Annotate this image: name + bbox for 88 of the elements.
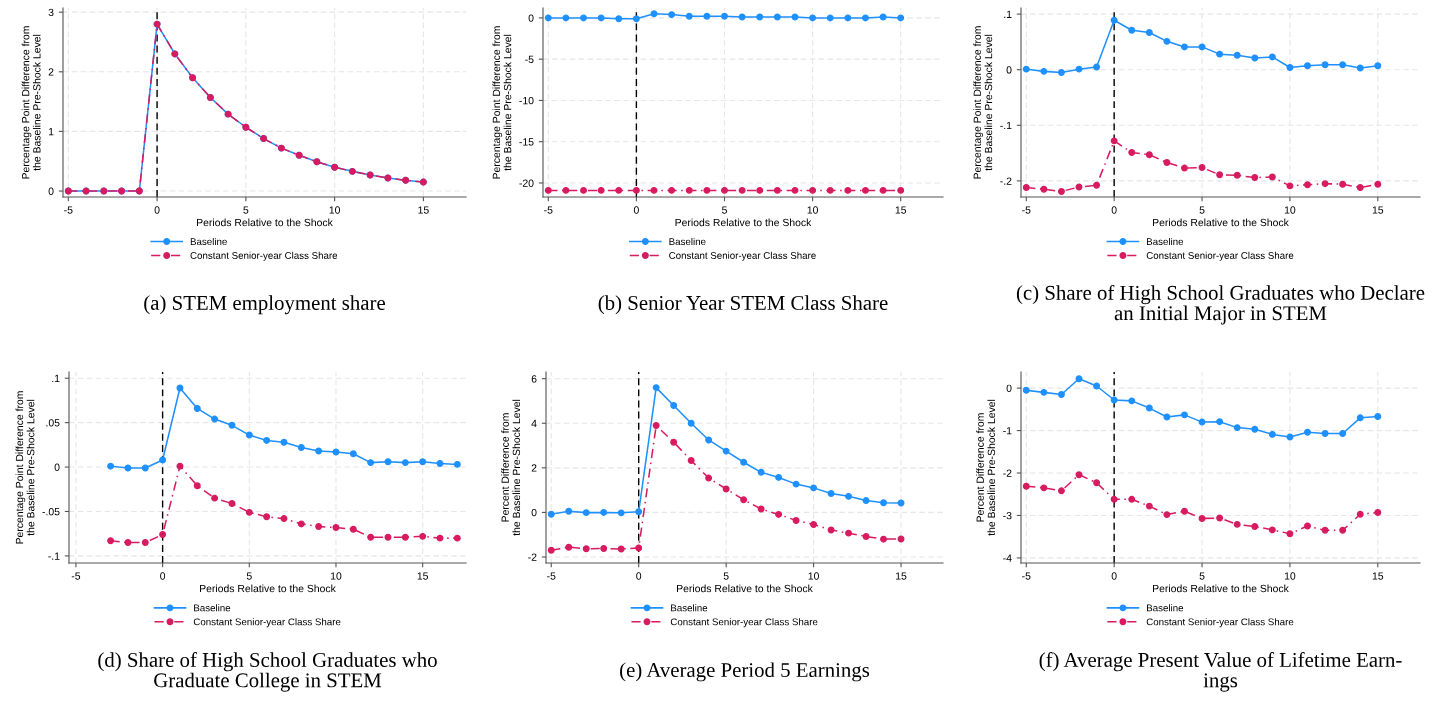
x-tick-label: 15 bbox=[417, 572, 429, 580]
text: (a) STEM employment share bbox=[144, 295, 385, 315]
y-tick-label: -2 bbox=[1003, 469, 1012, 477]
y-tick-label: 1 bbox=[48, 128, 54, 136]
text: (e) Average Period 5 Earnings bbox=[620, 662, 870, 682]
x-tick-label: -5 bbox=[1022, 572, 1031, 580]
x-tick-label: 5 bbox=[243, 206, 249, 214]
x-tick-label: -5 bbox=[547, 572, 556, 580]
y-tick-label: 3 bbox=[48, 8, 54, 17]
x-tick-label: 5 bbox=[722, 206, 727, 214]
y-tick-label: .1 bbox=[52, 374, 60, 382]
y-tick-label: 0 bbox=[528, 14, 534, 22]
x-tick-label: 0 bbox=[633, 206, 639, 214]
y-tick-label: -5 bbox=[525, 55, 534, 64]
x-tick-label: 10 bbox=[808, 572, 819, 580]
legend-label: Baseline bbox=[1147, 237, 1184, 246]
y-tick-label: 0 bbox=[531, 508, 537, 517]
y-tick-label: -3 bbox=[1003, 511, 1012, 520]
y-axis-title: Percent Difference from the Baseline Pre-Shock Level bbox=[976, 399, 996, 536]
text: (c) Share of High School Graduates who Declare an Initial Major in STEM bbox=[1016, 284, 1425, 325]
x-tick-label: 0 bbox=[154, 206, 160, 214]
x-axis-title: Periods Relative to the Shock bbox=[1153, 584, 1289, 593]
x-axis-title: Periods Relative to the Shock bbox=[200, 584, 336, 593]
x-tick-label: 5 bbox=[1199, 206, 1205, 214]
y-axis-title: Percentage Point Difference from the Baseline Pre-Shock Level bbox=[15, 391, 35, 544]
text: (b) Senior Year STEM Class Share bbox=[598, 295, 888, 315]
legend-label: Constant Senior-year Class Share bbox=[190, 251, 338, 261]
y-axis-title: Percent Difference from the Baseline Pre-Shock Level bbox=[501, 399, 521, 536]
x-tick-label: -5 bbox=[71, 572, 81, 580]
x-tick-label: 10 bbox=[1284, 572, 1296, 580]
y-tick-label: -2 bbox=[528, 553, 537, 561]
x-tick-label: 10 bbox=[1284, 206, 1296, 214]
legend-label: Baseline bbox=[1147, 604, 1184, 612]
legend-label: Baseline bbox=[669, 237, 706, 246]
x-tick-label: -5 bbox=[64, 206, 73, 214]
legend-label: Constant Senior-year Class Share bbox=[1146, 618, 1294, 628]
y-tick-label: 6 bbox=[531, 375, 537, 383]
x-tick-label: 5 bbox=[246, 572, 252, 580]
x-tick-label: 10 bbox=[330, 572, 342, 580]
legend-label: Constant Senior-year Class Share bbox=[669, 251, 816, 261]
y-tick-label: 0 bbox=[54, 463, 60, 471]
y-tick-label: -1 bbox=[1003, 427, 1012, 435]
y-tick-label: -.2 bbox=[1000, 177, 1012, 185]
x-axis-title: Periods Relative to the Shock bbox=[197, 218, 333, 227]
legend-label: Constant Senior-year Class Share bbox=[670, 618, 818, 628]
y-tick-label: -10 bbox=[519, 96, 534, 105]
y-axis-title: Percentage Point Difference from the Baseline Pre-Shock Level bbox=[492, 26, 512, 179]
x-tick-label: 10 bbox=[329, 206, 341, 214]
x-tick-label: -5 bbox=[1022, 206, 1031, 214]
y-tick-label: -.1 bbox=[1000, 121, 1012, 130]
y-tick-label: -.05 bbox=[42, 507, 60, 516]
x-axis-title: Periods Relative to the Shock bbox=[1153, 218, 1289, 227]
y-tick-label: 0 bbox=[48, 187, 54, 195]
x-tick-label: 15 bbox=[418, 206, 429, 214]
x-tick-label: 5 bbox=[723, 572, 729, 580]
y-axis-title: Percentage Point Difference from the Baseline Pre-Shock Level bbox=[973, 26, 993, 179]
y-tick-label: 2 bbox=[48, 68, 54, 76]
x-tick-label: 10 bbox=[807, 206, 818, 214]
x-tick-label: 0 bbox=[636, 572, 642, 580]
y-axis-title: Percentage Point Difference from the Baseline Pre-Shock Level bbox=[21, 26, 41, 179]
y-tick-label: .1 bbox=[1004, 10, 1012, 18]
y-tick-label: 0 bbox=[1006, 384, 1012, 393]
y-tick-label: 2 bbox=[531, 464, 537, 472]
y-tick-label: 0 bbox=[1006, 66, 1012, 74]
text: (f) Average Present Value of Lifetime Earn- ings bbox=[1039, 652, 1402, 692]
x-tick-label: 15 bbox=[896, 572, 907, 580]
legend-label: Baseline bbox=[190, 237, 227, 246]
legend-label: Constant Senior-year Class Share bbox=[193, 618, 341, 628]
y-tick-label: -20 bbox=[519, 179, 534, 187]
legend-label: Baseline bbox=[671, 604, 708, 612]
x-tick-label: -5 bbox=[544, 206, 553, 214]
x-axis-title: Periods Relative to the Shock bbox=[675, 218, 812, 227]
x-tick-label: 0 bbox=[1111, 572, 1117, 580]
y-tick-label: -4 bbox=[1003, 554, 1012, 562]
text: (d) Share of High School Graduates who Graduate College in STEM bbox=[98, 652, 437, 692]
y-tick-label: .05 bbox=[46, 419, 60, 427]
y-tick-label: -.1 bbox=[48, 552, 60, 560]
y-tick-label: 4 bbox=[531, 419, 537, 428]
legend-label: Baseline bbox=[194, 604, 231, 612]
x-tick-label: 15 bbox=[1372, 206, 1384, 214]
x-axis-title: Periods Relative to the Shock bbox=[677, 584, 813, 593]
x-tick-label: 0 bbox=[1111, 206, 1117, 214]
x-tick-label: 15 bbox=[895, 206, 907, 214]
legend-label: Constant Senior-year Class Share bbox=[1146, 251, 1294, 261]
x-tick-label: 0 bbox=[160, 572, 166, 580]
x-tick-label: 15 bbox=[1372, 572, 1384, 580]
x-tick-label: 5 bbox=[1199, 572, 1205, 580]
y-tick-label: -15 bbox=[519, 138, 534, 146]
